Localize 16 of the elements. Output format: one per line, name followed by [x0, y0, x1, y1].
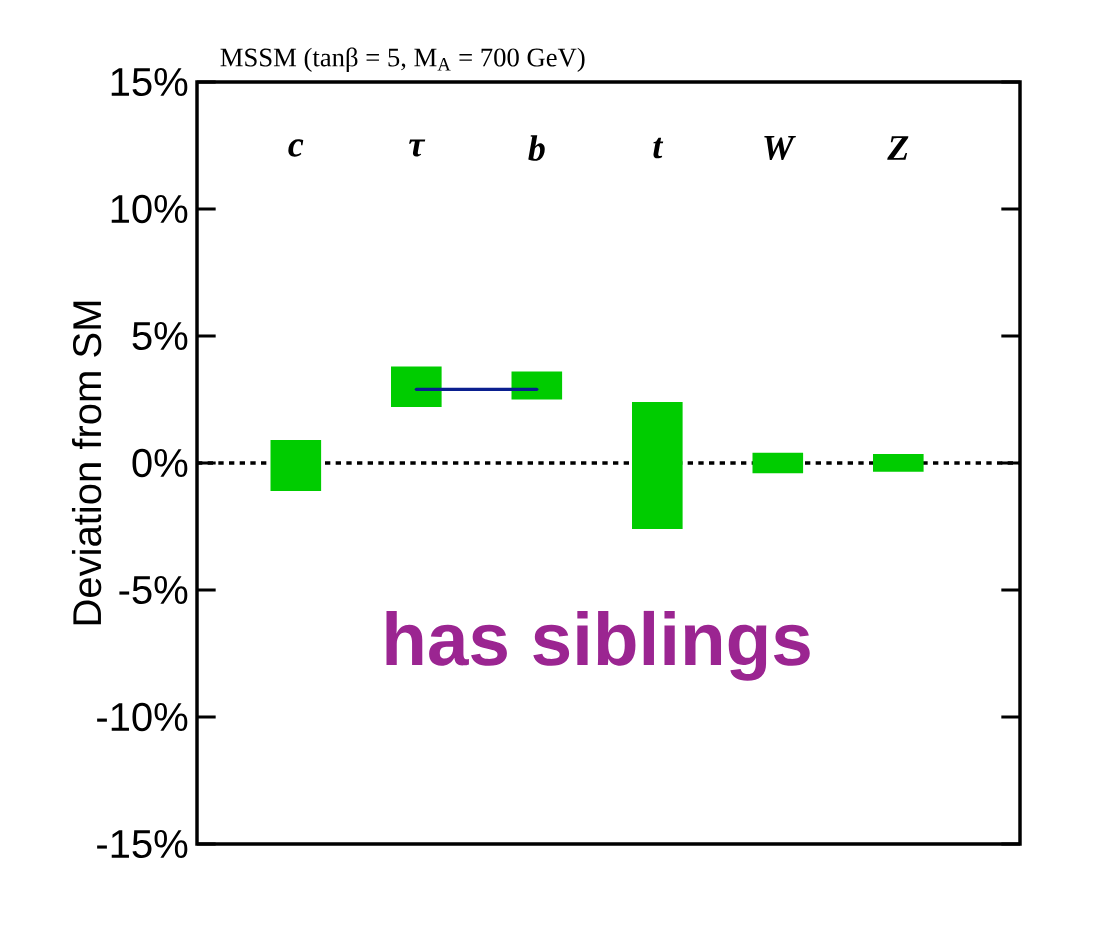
- x-tick-label: t: [653, 137, 664, 159]
- y-tick-label: -15%: [97, 829, 188, 859]
- annotation: has siblings: [386, 610, 810, 681]
- y-tick-label: 0%: [132, 448, 188, 478]
- x-tick-label: b: [528, 135, 545, 161]
- x-tick-label: τ: [409, 139, 426, 157]
- x-tick-label: c: [288, 139, 304, 157]
- y-axis-title: Deviation from SM: [71, 301, 102, 625]
- x-tick-label: W: [764, 135, 796, 161]
- y-tick-label: 10%: [111, 194, 188, 224]
- x-tick-label: Z: [887, 136, 909, 160]
- y-tick-label: -10%: [97, 702, 188, 732]
- y-tick-label: -5%: [119, 575, 188, 605]
- chart-title: MSSM (tanβ = 5, M$_{A}$ = 700 GeV): [220, 47, 585, 72]
- y-tick-label: 15%: [111, 67, 188, 97]
- y-tick-label: 5%: [132, 321, 188, 351]
